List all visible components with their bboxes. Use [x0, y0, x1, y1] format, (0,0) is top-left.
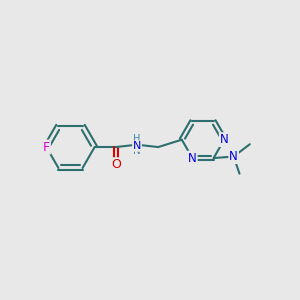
- Text: N: N: [188, 152, 197, 165]
- Text: N: N: [220, 133, 229, 146]
- Text: F: F: [43, 141, 50, 154]
- Text: N: N: [229, 150, 238, 163]
- Text: H
N: H N: [133, 134, 141, 155]
- Text: N: N: [133, 141, 141, 151]
- Text: H: H: [134, 134, 141, 144]
- Text: O: O: [111, 158, 121, 171]
